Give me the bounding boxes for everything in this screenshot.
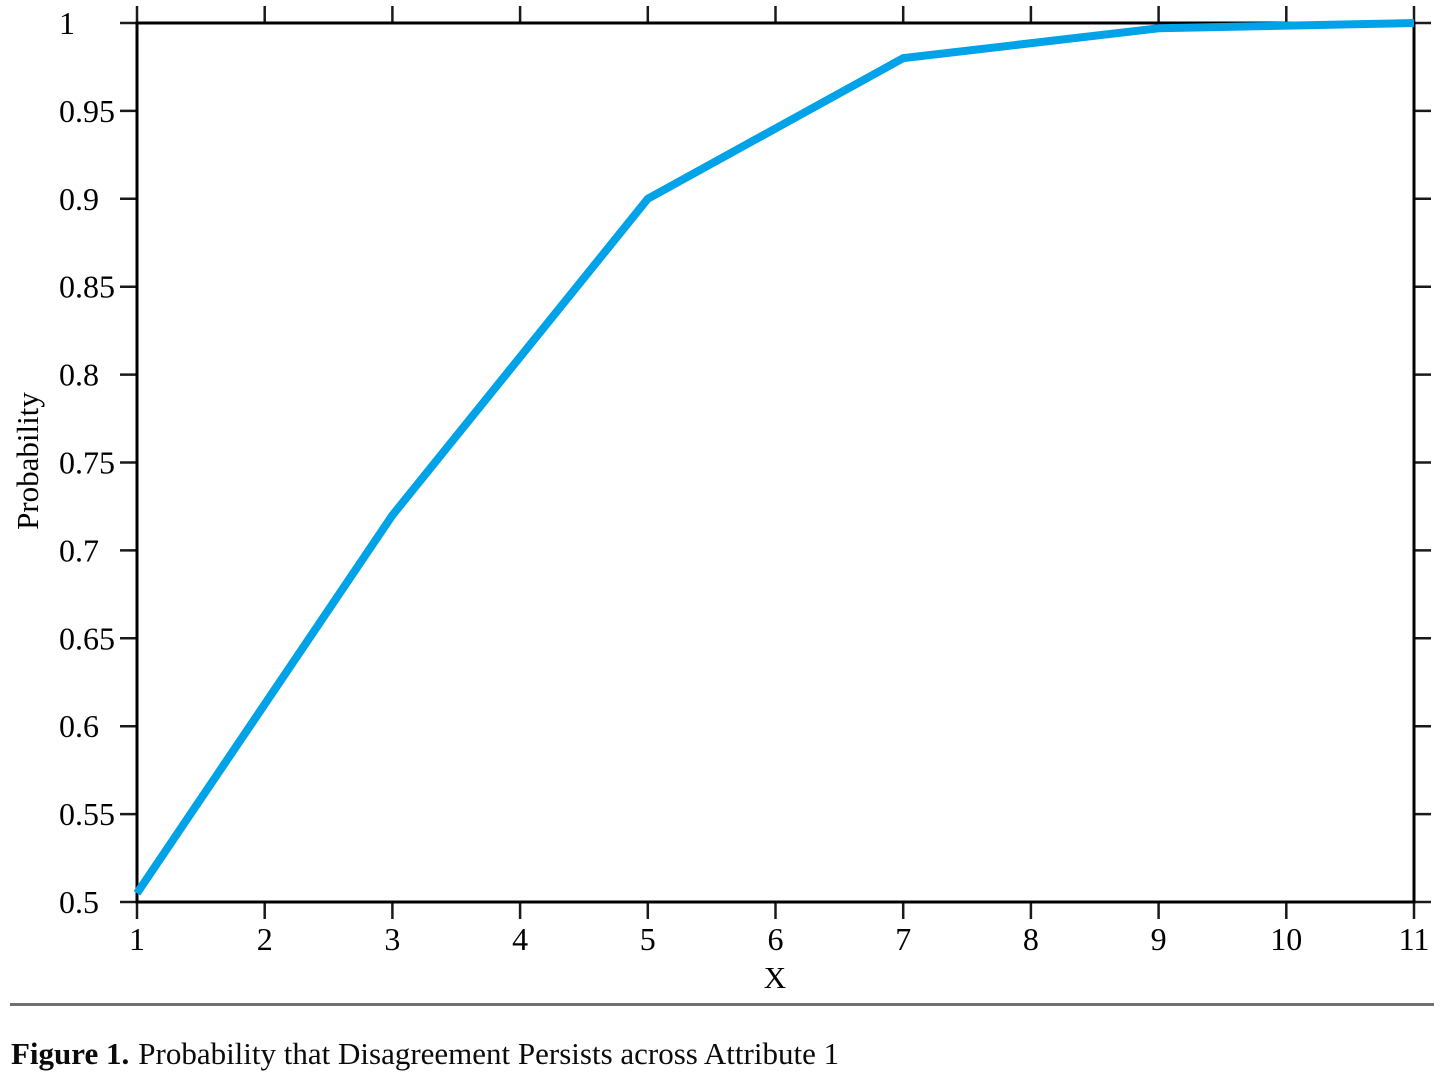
x-tick-label: 8 [1023,921,1039,957]
x-tick-label: 2 [257,921,273,957]
y-tick-label: 0.85 [59,269,115,305]
y-tick-label: 0.75 [59,445,115,481]
probability-line-chart: 1 2 3 4 5 6 7 8 9 10 11 0.5 0.55 0.6 0.65 0.7 0.75 0.8 0.8… [10,5,1431,995]
x-tick-label: 9 [1151,921,1167,957]
y-tick-label: 0.95 [59,93,115,129]
y-tick-label: 0.65 [59,620,115,656]
y-tick-label: 0.8 [59,357,99,393]
x-tick-label: 10 [1270,921,1302,957]
y-tick-label: 0.7 [59,532,99,568]
x-tick-label: 1 [129,921,145,957]
caption-divider [10,1003,1434,1006]
x-tick-label: 4 [512,921,528,957]
y-tick-label: 1 [59,5,75,41]
plot-border [135,21,1416,904]
x-tick-label: 7 [895,921,911,957]
series-line [133,19,1415,896]
x-tick-label: 5 [640,921,656,957]
y-tick-label: 0.9 [59,181,99,217]
y-tick-label: 0.55 [59,796,115,832]
y-axis-label: Probability [10,392,45,530]
x-tick-label: 3 [384,921,400,957]
tick-labels: 1 2 3 4 5 6 7 8 9 10 11 0.5 0.55 0.6 0.65 0.7 0.75 0.8 0.8… [59,5,1429,957]
x-tick-label: 11 [1399,921,1430,957]
figure-caption-label: Figure 1. [11,1036,130,1071]
y-tick-label: 0.6 [59,708,99,744]
x-tick-label: 6 [768,921,784,957]
figure-caption: Figure 1. Probability that Disagreement P… [11,1036,839,1072]
tick-marks [120,6,1431,919]
y-tick-label: 0.5 [59,884,99,920]
figure-caption-text: Probability that Disagreement Persists a… [138,1036,840,1071]
x-axis-label: X [764,960,786,995]
